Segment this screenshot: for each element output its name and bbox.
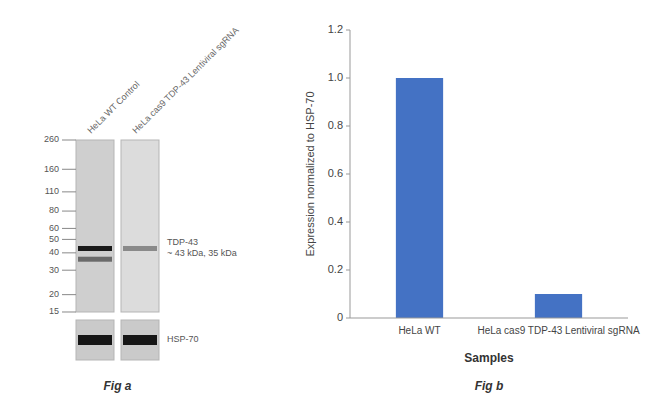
bar-chart: 0 0.2 0.4 0.6 0.8 1.0 1.2 HeLa WT HeLa cas9 TDP-… bbox=[304, 23, 640, 393]
blot-panel: HeLa WT ControlHeLa cas9 TDP-43 Lentivir… bbox=[44, 25, 241, 393]
y-tick bbox=[346, 318, 350, 319]
background bbox=[0, 0, 650, 413]
marker-label: 20 bbox=[49, 289, 59, 299]
marker-tick bbox=[62, 239, 76, 240]
y-tick bbox=[346, 270, 350, 271]
y-tick bbox=[346, 174, 350, 175]
lane bbox=[121, 140, 159, 312]
control-lane bbox=[121, 320, 159, 360]
y-tick bbox=[346, 126, 350, 127]
bar bbox=[535, 294, 582, 318]
marker-label: 60 bbox=[49, 223, 59, 233]
y-tick bbox=[346, 78, 350, 79]
bar-marks bbox=[396, 78, 582, 318]
panel-label: Fig a bbox=[103, 379, 131, 393]
y-tick-label: 0.2 bbox=[328, 263, 343, 275]
marker-label: 50 bbox=[49, 234, 59, 244]
band bbox=[78, 246, 112, 251]
y-tick-label: 0.6 bbox=[328, 167, 343, 179]
marker-label: 160 bbox=[44, 164, 59, 174]
control-band bbox=[123, 335, 157, 345]
marker-label: 40 bbox=[49, 247, 59, 257]
y-tick-label: 0.4 bbox=[328, 215, 343, 227]
chart-root: 0 0.2 0.4 0.6 0.8 1.0 1.2 HeLa WT HeLa cas9 TDP-… bbox=[0, 0, 650, 413]
marker-tick bbox=[62, 228, 76, 229]
marker-label: 80 bbox=[49, 205, 59, 215]
marker-tick bbox=[62, 191, 76, 192]
band bbox=[123, 246, 157, 251]
x-tick-label: HeLa cas9 TDP-43 Lentiviral sgRNA bbox=[477, 325, 639, 336]
y-axis-label: Expression normalized to HSP-70 bbox=[304, 91, 316, 256]
annotation-line: TDP-43 bbox=[167, 237, 198, 247]
panel-label: Fig b bbox=[475, 379, 504, 393]
y-tick bbox=[346, 30, 350, 31]
marker-tick bbox=[62, 311, 76, 312]
annotation-line: ~ 43 kDa, 35 kDa bbox=[167, 248, 237, 258]
marker-tick bbox=[62, 270, 76, 271]
y-tick-label: 0.8 bbox=[328, 119, 343, 131]
lane bbox=[76, 140, 114, 312]
marker-label: 30 bbox=[49, 265, 59, 275]
x-axis-label: Samples bbox=[464, 351, 514, 365]
marker-tick bbox=[62, 140, 76, 141]
marker-tick bbox=[62, 169, 76, 170]
marker-label: 260 bbox=[44, 134, 59, 144]
band-marks bbox=[78, 246, 157, 262]
marker-label: 15 bbox=[49, 306, 59, 316]
y-tick-label: 0 bbox=[337, 311, 343, 323]
control-lane bbox=[76, 320, 114, 360]
bar bbox=[396, 78, 443, 318]
annotation: TDP-43~ 43 kDa, 35 kDa bbox=[167, 237, 237, 258]
annotation: HSP-70 bbox=[167, 334, 199, 344]
lane-label: HeLa cas9 TDP-43 Lentiviral sgRNA bbox=[130, 25, 240, 135]
y-tick-label: 1.0 bbox=[328, 71, 343, 83]
marker-tick bbox=[62, 252, 76, 253]
x-tick-label: HeLa WT bbox=[398, 325, 440, 336]
marker-label: 110 bbox=[45, 186, 59, 196]
marker-tick bbox=[62, 294, 76, 295]
marker-tick bbox=[62, 211, 76, 212]
band bbox=[78, 257, 112, 262]
x-axis-line bbox=[350, 318, 628, 319]
y-tick-label: 1.2 bbox=[328, 23, 343, 35]
control-band bbox=[78, 335, 112, 345]
y-tick bbox=[346, 222, 350, 223]
